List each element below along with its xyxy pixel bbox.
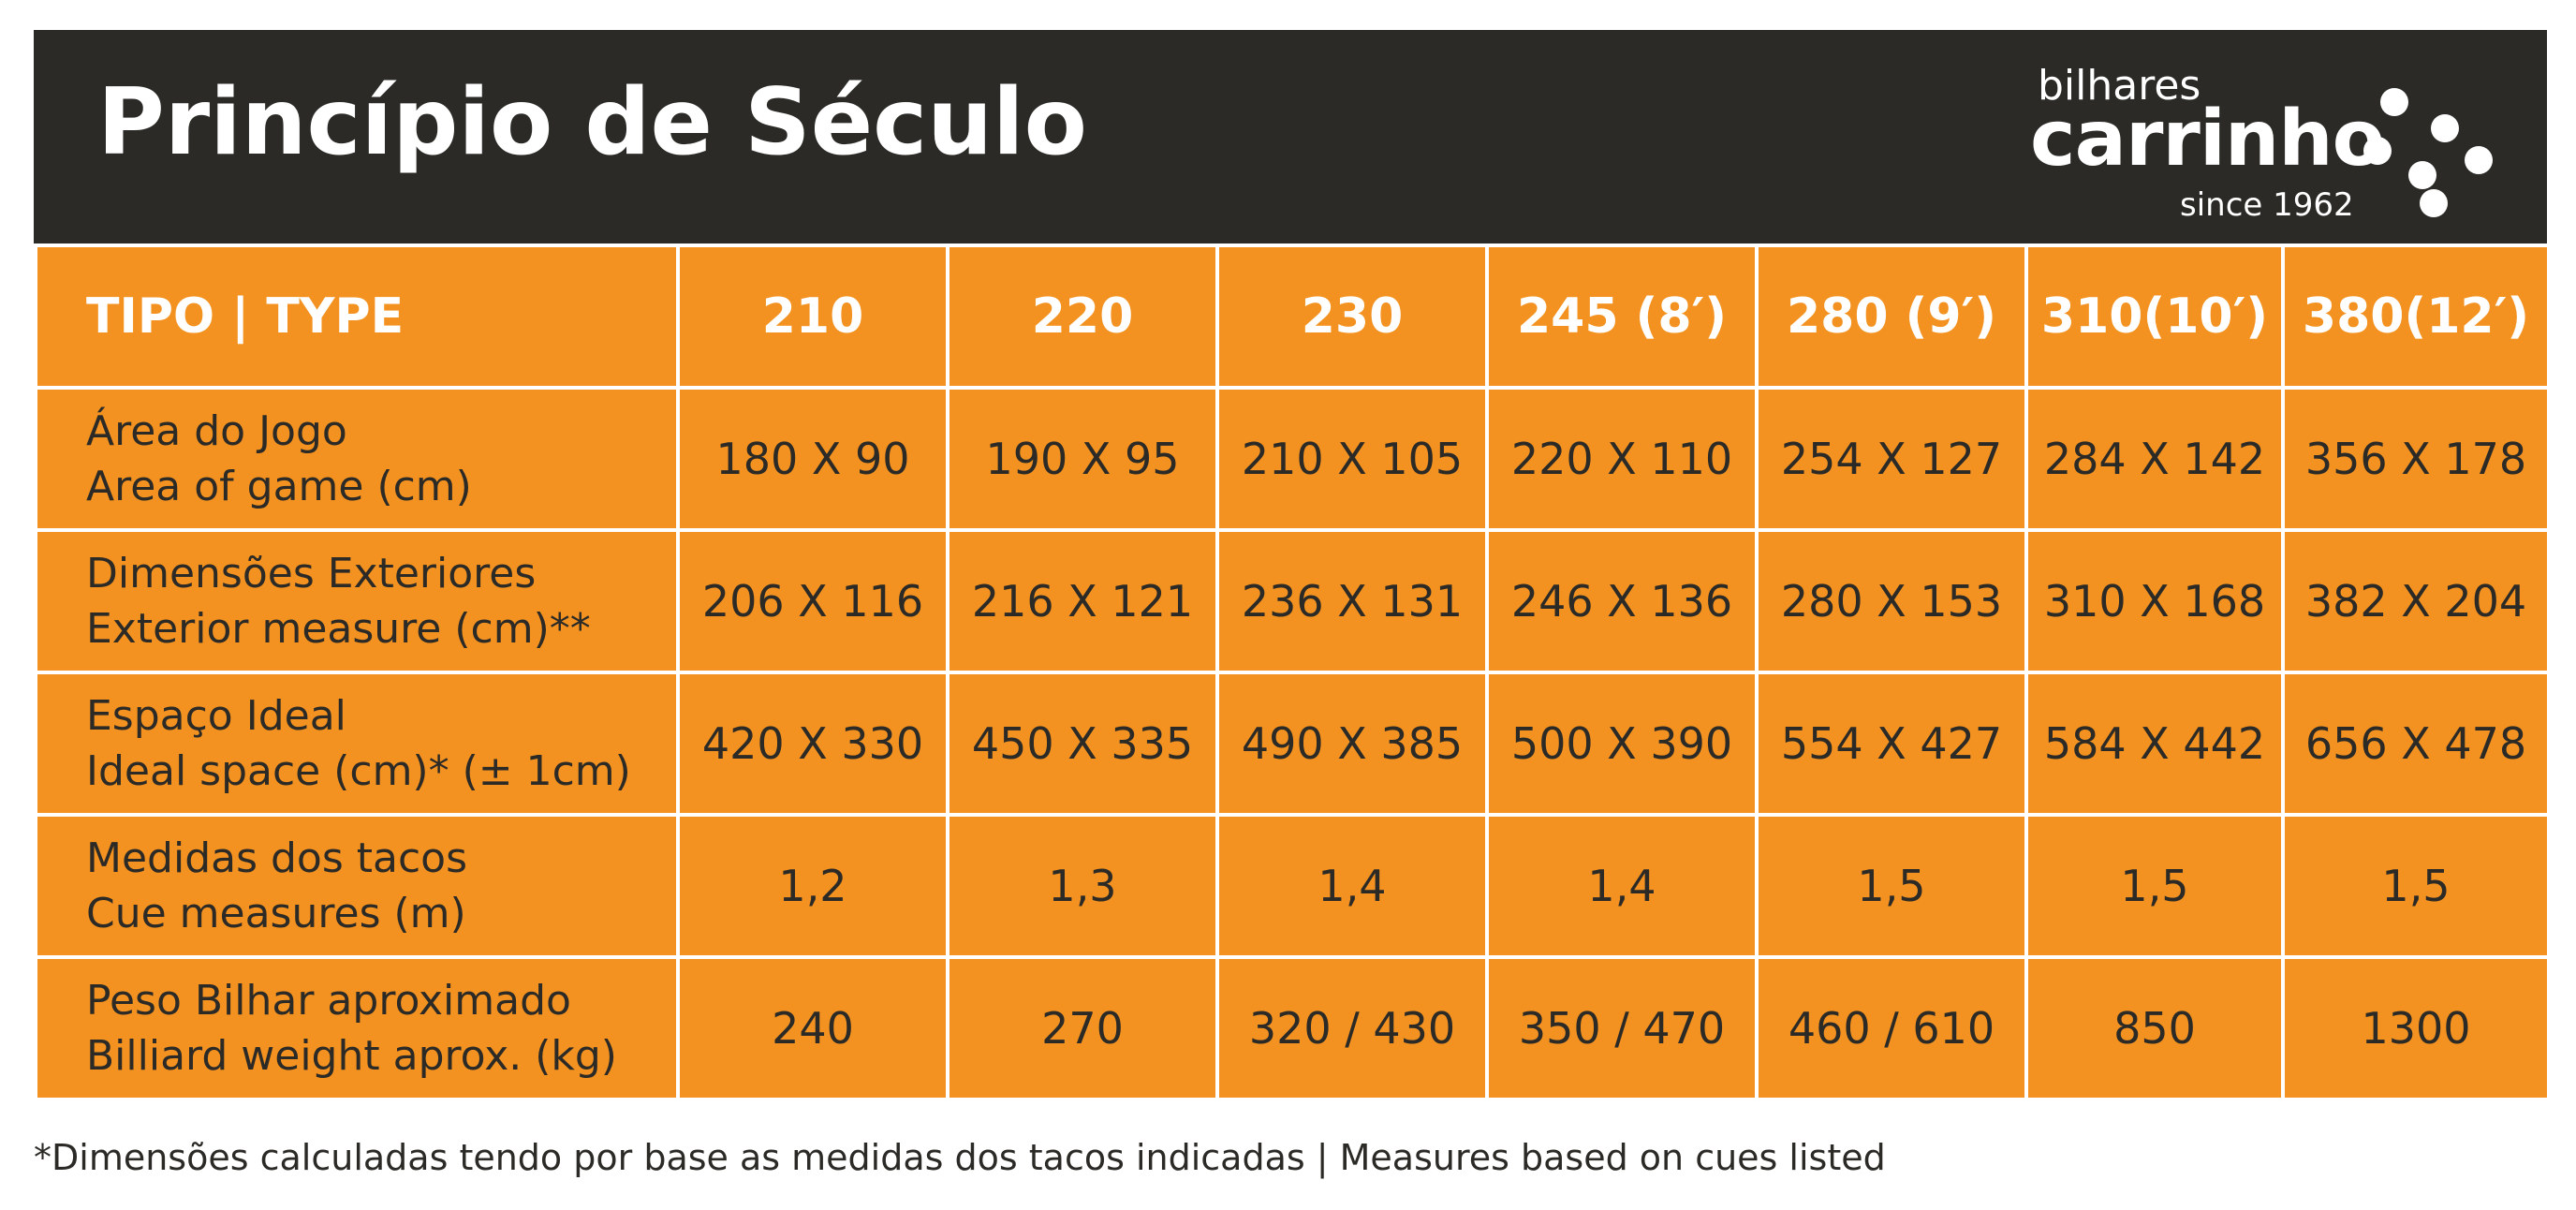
brand-logo: bilhares carrinho since 1962 bbox=[2030, 62, 2498, 221]
row-label: Peso Bilhar aproximado Billiard weight a… bbox=[34, 955, 680, 1101]
table-cell: 1,2 bbox=[676, 813, 949, 959]
table-cell: 270 bbox=[946, 955, 1219, 1101]
table-cell: 350 / 470 bbox=[1485, 955, 1759, 1101]
table-cell: 460 / 610 bbox=[1755, 955, 2028, 1101]
page-title: Princípio de Século bbox=[97, 69, 1087, 176]
table-cell: 254 X 127 bbox=[1755, 386, 2028, 532]
table-cell: 220 X 110 bbox=[1485, 386, 1759, 532]
row-label-en: Cue measures (m) bbox=[86, 890, 466, 937]
logo-top-text: bilhares bbox=[2038, 62, 2201, 110]
table-row: Medidas dos tacos Cue measures (m) 1,2 1… bbox=[34, 813, 2551, 959]
column-header: 245 (8′) bbox=[1485, 243, 1759, 390]
table-row: Área do Jogo Area of game (cm) 180 X 90 … bbox=[34, 386, 2551, 532]
table-row: Espaço Ideal Ideal space (cm)* (± 1cm) 4… bbox=[34, 671, 2551, 817]
column-header: 380(12′) bbox=[2281, 243, 2551, 390]
table-cell: 1,5 bbox=[2024, 813, 2285, 959]
table-cell: 246 X 136 bbox=[1485, 528, 1759, 674]
row-label: Medidas dos tacos Cue measures (m) bbox=[34, 813, 680, 959]
row-label: Dimensões Exteriores Exterior measure (c… bbox=[34, 528, 680, 674]
type-header: TIPO | TYPE bbox=[34, 243, 680, 390]
table-cell: 206 X 116 bbox=[676, 528, 949, 674]
row-label-pt: Dimensões Exteriores bbox=[86, 549, 537, 598]
column-header: 310(10′) bbox=[2024, 243, 2285, 390]
table-cell: 656 X 478 bbox=[2281, 671, 2551, 817]
table-cell: 850 bbox=[2024, 955, 2285, 1101]
row-label-pt: Medidas dos tacos bbox=[86, 834, 467, 882]
table-cell: 1,5 bbox=[1755, 813, 2028, 959]
row-label-pt: Peso Bilhar aproximado bbox=[86, 976, 571, 1025]
logo-main-text: carrinho bbox=[2030, 95, 2385, 184]
row-label-en: Ideal space (cm)* (± 1cm) bbox=[86, 747, 631, 795]
table-cell: 1300 bbox=[2281, 955, 2551, 1101]
table-cell: 280 X 153 bbox=[1755, 528, 2028, 674]
row-label: Área do Jogo Area of game (cm) bbox=[34, 386, 680, 532]
specs-table: TIPO | TYPE 210 220 230 245 (8′) 280 (9′… bbox=[34, 243, 2551, 1101]
table-cell: 320 / 430 bbox=[1215, 955, 1489, 1101]
table-cell: 490 X 385 bbox=[1215, 671, 1489, 817]
table-cell: 1,3 bbox=[946, 813, 1219, 959]
logo-since-text: since 1962 bbox=[2180, 186, 2354, 224]
table-cell: 216 X 121 bbox=[946, 528, 1219, 674]
table-row: Peso Bilhar aproximado Billiard weight a… bbox=[34, 955, 2551, 1101]
table-cell: 236 X 131 bbox=[1215, 528, 1489, 674]
footnote: *Dimensões calculadas tendo por base as … bbox=[34, 1137, 1886, 1178]
table-row: Dimensões Exteriores Exterior measure (c… bbox=[34, 528, 2551, 674]
row-label-pt: Área do Jogo bbox=[86, 406, 347, 455]
table-cell: 190 X 95 bbox=[946, 386, 1219, 532]
table-cell: 210 X 105 bbox=[1215, 386, 1489, 532]
row-label-en: Exterior measure (cm)** bbox=[86, 605, 591, 653]
table-header-row: TIPO | TYPE 210 220 230 245 (8′) 280 (9′… bbox=[34, 243, 2551, 390]
table-cell: 450 X 335 bbox=[946, 671, 1219, 817]
table-cell: 554 X 427 bbox=[1755, 671, 2028, 817]
table-cell: 584 X 442 bbox=[2024, 671, 2285, 817]
row-label-en: Area of game (cm) bbox=[86, 463, 472, 510]
column-header: 280 (9′) bbox=[1755, 243, 2028, 390]
row-label: Espaço Ideal Ideal space (cm)* (± 1cm) bbox=[34, 671, 680, 817]
row-label-en: Billiard weight aprox. (kg) bbox=[86, 1032, 617, 1080]
table-cell: 500 X 390 bbox=[1485, 671, 1759, 817]
table-cell: 382 X 204 bbox=[2281, 528, 2551, 674]
table-cell: 1,5 bbox=[2281, 813, 2551, 959]
row-label-pt: Espaço Ideal bbox=[86, 691, 346, 740]
column-header: 220 bbox=[946, 243, 1219, 390]
page-header: Princípio de Século bilhares carrinho si… bbox=[34, 30, 2547, 243]
column-header: 210 bbox=[676, 243, 949, 390]
table-cell: 1,4 bbox=[1215, 813, 1489, 959]
table-cell: 180 X 90 bbox=[676, 386, 949, 532]
table-cell: 1,4 bbox=[1485, 813, 1759, 959]
table-cell: 356 X 178 bbox=[2281, 386, 2551, 532]
column-header: 230 bbox=[1215, 243, 1489, 390]
logo-dots-icon bbox=[2363, 88, 2495, 219]
table-cell: 284 X 142 bbox=[2024, 386, 2285, 532]
table-cell: 310 X 168 bbox=[2024, 528, 2285, 674]
table-cell: 240 bbox=[676, 955, 949, 1101]
table-cell: 420 X 330 bbox=[676, 671, 949, 817]
